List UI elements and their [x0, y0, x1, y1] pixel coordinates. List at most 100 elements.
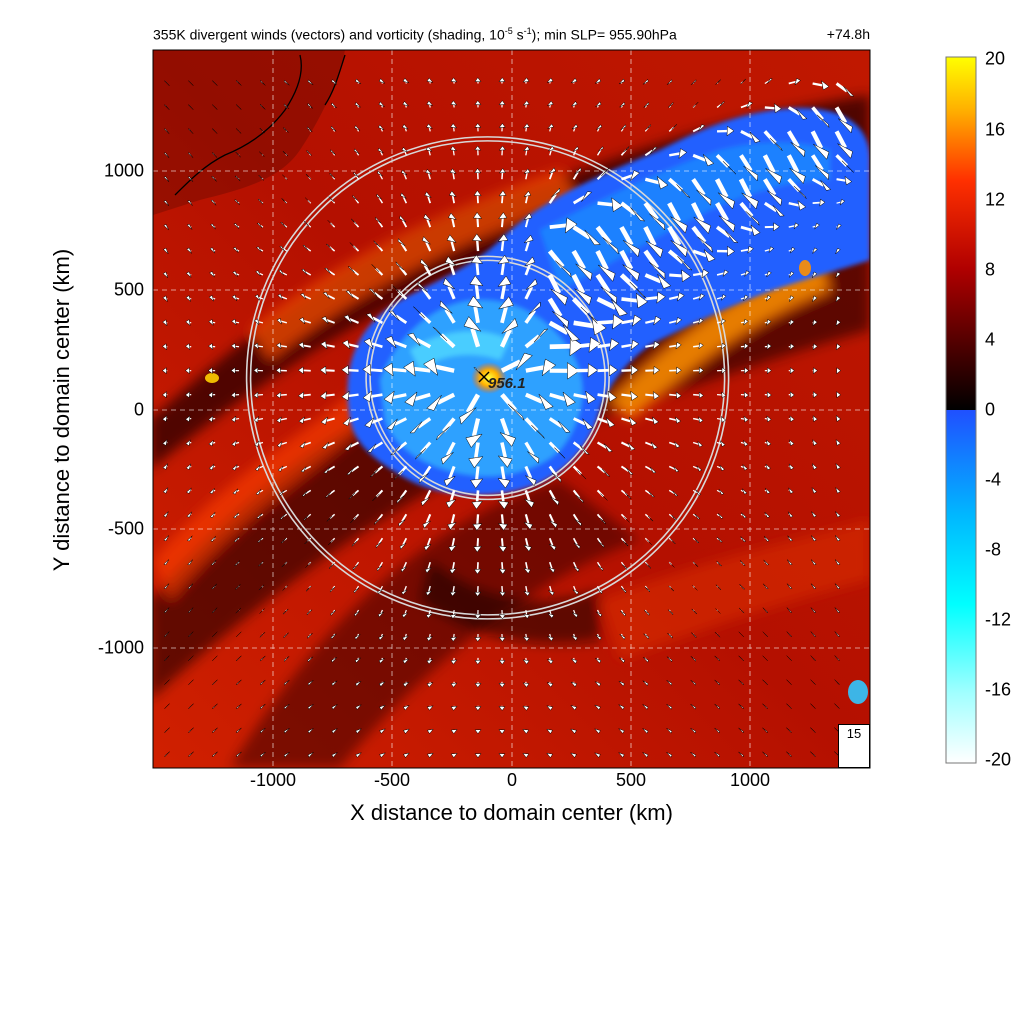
wind-vector-head — [347, 266, 355, 274]
wind-vector-shaft — [428, 609, 431, 615]
wind-vector-head — [281, 198, 287, 204]
wind-vector — [307, 102, 313, 109]
wind-vector-head — [379, 752, 387, 758]
wind-vector-shaft — [380, 609, 383, 614]
wind-vector-head — [208, 463, 215, 471]
wind-vector — [643, 201, 666, 231]
wind-vector-head — [472, 523, 483, 531]
wind-vector — [619, 273, 647, 299]
wind-vector — [738, 703, 744, 710]
wind-vector — [523, 168, 531, 180]
wind-vector — [255, 489, 264, 496]
wind-vector-head — [403, 360, 416, 377]
wind-vector — [355, 704, 362, 710]
wind-vector-head — [698, 124, 706, 132]
wind-vector-head — [474, 614, 482, 620]
wind-vector — [811, 535, 817, 542]
wind-vector-shaft — [405, 657, 407, 660]
wind-vector-head — [624, 492, 632, 499]
wind-vector-shaft — [404, 609, 407, 615]
wind-vector-head — [403, 728, 410, 735]
wind-vector — [738, 727, 744, 734]
wind-vector-shaft — [597, 585, 601, 591]
wind-vector — [162, 415, 168, 423]
wind-vector — [740, 270, 750, 278]
wind-vector-head — [609, 338, 620, 352]
wind-vector-head — [446, 234, 457, 243]
wind-vector-head — [666, 680, 673, 686]
wind-vector-shaft — [381, 105, 383, 108]
wind-vector-shaft — [573, 417, 586, 426]
wind-vector — [164, 80, 170, 86]
wind-vector — [382, 362, 407, 377]
wind-vector-shaft — [810, 130, 824, 150]
wind-vector-head — [424, 191, 432, 198]
wind-vector — [185, 271, 192, 279]
wind-vector-shaft — [451, 195, 455, 204]
range-ring-circle — [245, 136, 730, 620]
wind-vector-shaft — [447, 285, 456, 300]
wind-vector — [299, 441, 312, 449]
wind-vector-shaft — [644, 149, 653, 157]
wind-vector-head — [283, 126, 289, 133]
wind-vector — [210, 559, 217, 566]
wind-vector-head — [209, 488, 215, 495]
wind-vector-head — [786, 559, 793, 566]
wind-vector-shaft — [372, 316, 384, 324]
wind-vector — [644, 537, 652, 545]
wind-vector — [331, 680, 338, 687]
wind-vector — [523, 190, 532, 204]
wind-vector-head — [230, 391, 236, 399]
wind-vector-shaft — [834, 106, 848, 124]
wind-vector — [523, 212, 533, 228]
wind-vector — [209, 247, 216, 254]
wind-vector — [835, 486, 841, 494]
wind-vector — [764, 295, 772, 302]
wind-vector — [572, 513, 582, 527]
wind-vector — [362, 390, 383, 403]
wind-vector — [305, 561, 312, 568]
wind-vector-shaft — [499, 417, 510, 436]
wind-vector — [331, 728, 338, 734]
wind-vector — [450, 123, 458, 132]
wind-vector-shaft — [401, 219, 408, 228]
wind-vector-shaft — [465, 393, 481, 414]
wind-vector-head — [632, 314, 642, 327]
wind-vector — [811, 486, 818, 494]
wind-vector — [418, 465, 432, 484]
wind-vector-shaft — [740, 441, 745, 444]
wind-vector — [523, 585, 531, 597]
wind-vector-head — [346, 467, 354, 475]
wind-vector-shaft — [356, 609, 360, 614]
wind-vector-head — [208, 295, 215, 302]
wind-vector-head — [692, 585, 698, 591]
wind-vector — [834, 106, 853, 134]
wind-vector-head — [548, 167, 556, 174]
wind-vector — [643, 101, 650, 108]
wind-vector-shaft — [393, 417, 408, 426]
wind-vector — [498, 657, 506, 665]
wind-vector — [597, 197, 623, 213]
wind-vector-shaft — [396, 441, 408, 452]
colorbar-negative — [946, 410, 976, 763]
wind-vector-head — [474, 706, 482, 711]
wind-vector — [547, 585, 555, 596]
wind-vector — [811, 511, 817, 518]
wind-vector — [307, 680, 314, 686]
wind-vector-head — [426, 395, 442, 411]
wind-vector — [764, 222, 780, 232]
wind-vector-head — [598, 264, 616, 282]
wind-vector — [524, 256, 536, 276]
wind-vector-shaft — [258, 441, 264, 445]
wind-vector-shaft — [305, 489, 312, 495]
wind-vector-head — [185, 319, 191, 327]
wind-vector-head — [342, 416, 352, 427]
wind-vector-shaft — [435, 364, 455, 373]
wind-vector — [401, 169, 408, 180]
wind-vector-head — [498, 753, 506, 759]
wind-vector-head — [547, 590, 555, 596]
wind-vector-head — [379, 704, 386, 711]
wind-vector-shaft — [548, 320, 569, 335]
wind-vector — [666, 704, 673, 710]
wind-vector-head — [448, 190, 457, 197]
